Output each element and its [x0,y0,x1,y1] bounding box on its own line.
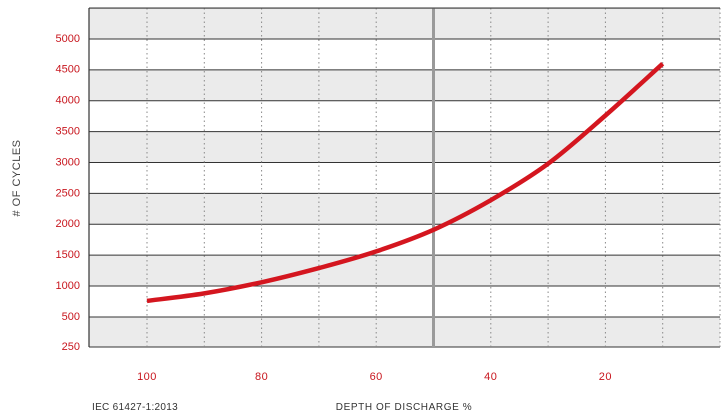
x-tick-label: 20 [599,371,612,383]
band [89,38,720,70]
band [89,193,720,225]
background-bands [89,8,720,347]
y-tick-labels: 250 500 1000 1500 2000 2500 3000 3500 4000 4500 50… [56,33,80,353]
band [89,69,720,101]
plot-area [146,62,665,304]
y-tick-label: 4500 [56,64,80,76]
band [89,162,720,194]
y-axis-label: # OF CYCLES [11,139,23,216]
y-tick-label: 4000 [56,95,80,107]
y-tick-label: 250 [62,341,80,353]
x-tick-label: 80 [255,371,268,383]
band [89,286,720,317]
band [89,100,720,132]
band [89,131,720,163]
y-tick-label: 1000 [56,280,80,292]
y-tick-label: 5000 [56,33,80,45]
band [89,255,720,286]
x-axis-label: DEPTH OF DISCHARGE % [336,402,472,413]
x-tick-label: 100 [137,371,157,383]
band [89,8,720,39]
x-tick-label: 60 [370,371,383,383]
band [89,317,720,347]
series-line [146,62,665,304]
y-tick-label: 500 [62,311,80,323]
y-tick-label: 2000 [56,218,80,230]
gridlines [88,7,721,348]
y-tick-label: 2500 [56,187,80,199]
x-tick-label: 40 [484,371,497,383]
y-tick-label: 1500 [56,249,80,261]
source-note: IEC 61427-1:2013 [92,402,178,413]
y-tick-label: 3500 [56,126,80,138]
x-tick-labels: 100 80 60 40 20 [137,371,612,383]
y-tick-label: 3000 [56,156,80,168]
